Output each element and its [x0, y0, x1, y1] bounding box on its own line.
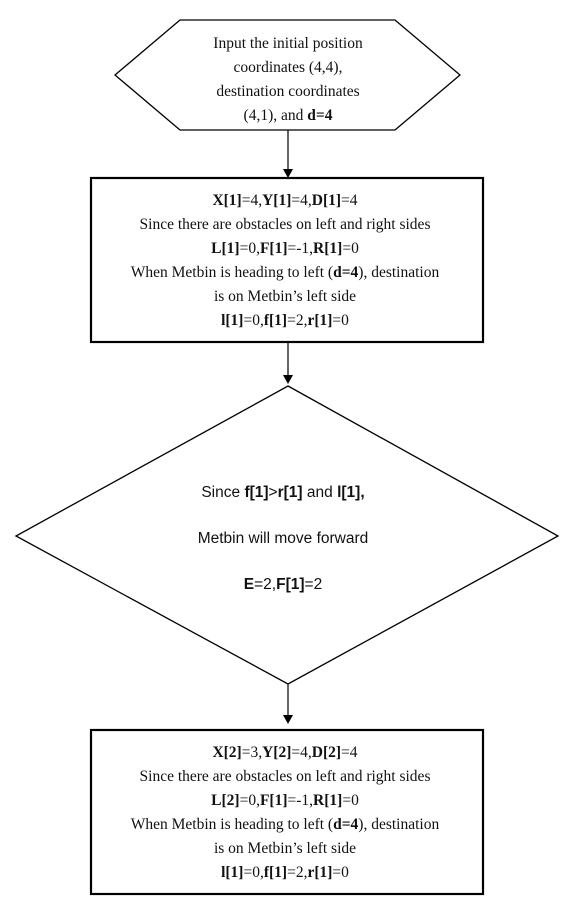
- text-run: =0: [332, 312, 349, 329]
- text-run: destination coordinates: [216, 83, 359, 100]
- text-run: is on Metbin’s left side: [214, 840, 356, 857]
- text-run: =3,: [242, 744, 262, 761]
- text-line: Since there are obstacles on left and ri…: [140, 216, 431, 233]
- bold-text-run: F[1]: [276, 576, 304, 593]
- bold-text-run: D[1]: [312, 192, 341, 209]
- text-run: (4,1), and: [244, 107, 308, 124]
- bold-text-run: f[1]: [264, 864, 287, 881]
- bold-text-run: X[2]: [212, 744, 241, 761]
- bold-text-run: D[2]: [312, 744, 341, 761]
- text-run: coordinates (4,4),: [234, 59, 343, 76]
- start-hexagon: [113, 19, 462, 131]
- bold-text-run: F[1]: [260, 792, 288, 809]
- text-line: Since there are obstacles on left and ri…: [140, 768, 431, 785]
- text-line: L[2]=0,F[1]=-1,R[1]=0: [211, 792, 359, 809]
- bold-text-run: d=4: [307, 107, 332, 124]
- bold-text-run: f[1]: [244, 484, 268, 501]
- text-line: l[1]=0,f[1]=2,r[1]=0: [221, 312, 349, 329]
- text-line: l[1]=0,f[1]=2,r[1]=0: [221, 864, 349, 881]
- text-line: E=2,F[1]=2: [244, 576, 322, 593]
- text-line: X[1]=4,Y[1]=4,D[1]=4: [212, 192, 357, 209]
- bold-text-run: E: [244, 576, 254, 593]
- text-run: Since there are obstacles on left and ri…: [140, 768, 431, 785]
- text-line: L[1]=0,F[1]=-1,R[1]=0: [211, 240, 359, 257]
- process-box-2: X[2]=3,Y[2]=4,D[2]=4 Since there are obst…: [89, 728, 485, 896]
- bold-text-run: F[1]: [260, 240, 288, 257]
- decision-text: Since f[1]>r[1] and l[1], Metbin will mov…: [198, 484, 369, 593]
- text-run: =0: [342, 240, 359, 257]
- text-run: =4,: [242, 192, 262, 209]
- bold-text-run: L[2]: [211, 792, 239, 809]
- bold-text-run: r[1]: [307, 312, 332, 329]
- text-line: Metbin will move forward: [198, 530, 369, 547]
- text-line: coordinates (4,4),: [234, 59, 343, 76]
- bold-text-run: l[1]: [221, 864, 243, 881]
- bold-text-run: l[1],: [337, 484, 365, 501]
- text-run: =4: [341, 192, 358, 209]
- text-run: =0,: [243, 312, 263, 329]
- bold-text-run: L[1]: [211, 240, 239, 257]
- bold-text-run: f[1]: [264, 312, 287, 329]
- bold-text-run: r[1]: [307, 864, 332, 881]
- text-run: =-1,: [288, 792, 314, 809]
- bold-text-run: R[1]: [313, 792, 342, 809]
- process-1-text: X[1]=4,Y[1]=4,D[1]=4 Since there are obst…: [131, 192, 440, 329]
- text-line: is on Metbin’s left side: [214, 288, 356, 305]
- process-2-rect: [89, 728, 485, 896]
- text-run: =0: [342, 792, 359, 809]
- text-line: When Metbin is heading to left (d=4), de…: [131, 264, 440, 281]
- bold-text-run: R[1]: [313, 240, 342, 257]
- text-run: =2: [305, 576, 323, 593]
- decision-node: Since f[1]>r[1] and l[1], Metbin will mov…: [14, 385, 560, 685]
- text-run: Since there are obstacles on left and ri…: [140, 216, 431, 233]
- start-node: Input the initial position coordinates (4…: [113, 19, 462, 131]
- bold-text-run: d=4: [333, 816, 358, 833]
- bold-text-run: Y[1]: [262, 192, 291, 209]
- text-run: ), destination: [358, 264, 439, 281]
- arrow-process1-to-decision: [283, 342, 293, 384]
- text-run: =0,: [240, 792, 260, 809]
- text-run: =4,: [291, 192, 311, 209]
- text-run: Since: [201, 484, 244, 501]
- start-text: Input the initial position coordinates (4…: [213, 35, 363, 124]
- text-line: Since f[1]>r[1] and l[1],: [201, 484, 364, 501]
- text-run: >: [269, 484, 278, 501]
- bold-text-run: Y[2]: [262, 744, 291, 761]
- text-run: =2,: [287, 312, 307, 329]
- text-run: =0: [332, 864, 349, 881]
- text-line: Input the initial position: [213, 35, 363, 52]
- text-run: =2,: [287, 864, 307, 881]
- bold-text-run: l[1]: [221, 312, 243, 329]
- bold-text-run: X[1]: [212, 192, 241, 209]
- bold-text-run: r[1]: [278, 484, 303, 501]
- text-run: =0,: [240, 240, 260, 257]
- bold-text-run: d=4: [333, 264, 358, 281]
- text-run: When Metbin is heading to left (: [131, 816, 333, 833]
- text-run: is on Metbin’s left side: [214, 288, 356, 305]
- text-run: Metbin will move forward: [198, 530, 369, 547]
- text-line: X[2]=3,Y[2]=4,D[2]=4: [212, 744, 357, 761]
- text-line: is on Metbin’s left side: [214, 840, 356, 857]
- text-run: =2,: [254, 576, 276, 593]
- text-line: destination coordinates: [216, 83, 359, 100]
- text-run: Input the initial position: [213, 35, 363, 52]
- text-run: =4,: [291, 744, 311, 761]
- text-run: ), destination: [358, 816, 439, 833]
- arrow-start-to-process1: [283, 130, 293, 178]
- text-run: =0,: [243, 864, 263, 881]
- process-1-rect: [89, 176, 485, 344]
- text-run: =4: [341, 744, 358, 761]
- text-line: (4,1), and d=4: [244, 107, 333, 124]
- text-run: =-1,: [288, 240, 314, 257]
- text-run: and: [303, 484, 337, 501]
- arrow-decision-to-process2: [283, 684, 293, 724]
- text-line: When Metbin is heading to left (d=4), de…: [131, 816, 440, 833]
- text-run: When Metbin is heading to left (: [131, 264, 333, 281]
- process-2-text: X[2]=3,Y[2]=4,D[2]=4 Since there are obst…: [131, 744, 440, 881]
- process-box-1: X[1]=4,Y[1]=4,D[1]=4 Since there are obst…: [89, 176, 485, 344]
